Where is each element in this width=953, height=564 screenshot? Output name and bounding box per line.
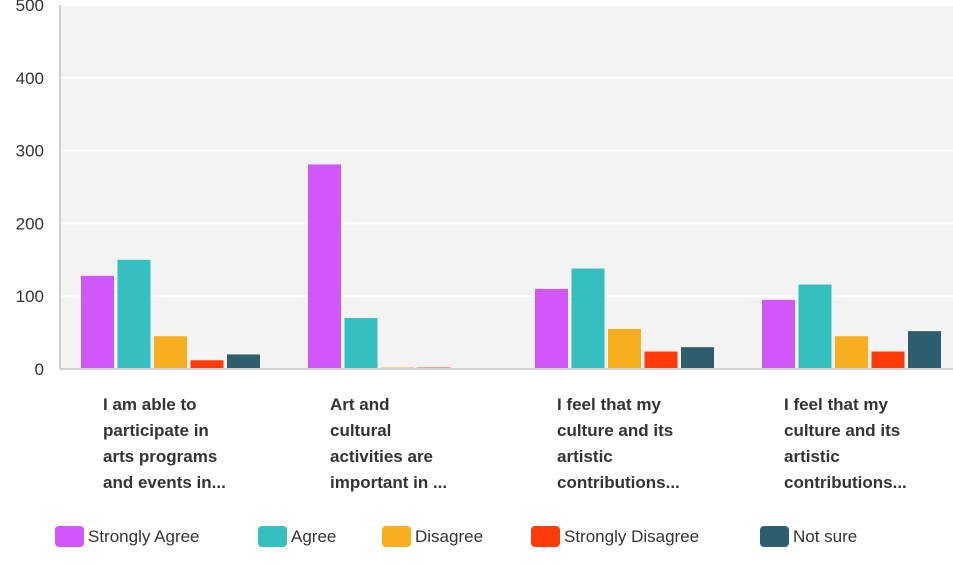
category-label-3: I feel that my culture and its artistic con… [557,395,680,492]
x-axis-categories: I am able to participate in arts programs a… [103,395,907,492]
y-tick-label: 300 [16,142,44,161]
legend-swatch [258,526,287,547]
bar-disagree-1 [154,336,187,369]
legend-label: Not sure [793,526,858,546]
bar-strongly-agree-1 [81,275,114,369]
y-tick-label: 500 [16,0,44,15]
category-label-2: Art and cultural activities are important i… [330,395,447,492]
bar-strongly-disagree-3 [644,351,678,369]
bar-agree-3 [571,268,605,369]
legend-item-not-sure: Not sure [760,526,857,547]
y-tick-label: 0 [35,360,44,379]
y-tick-label: 100 [16,287,44,306]
bar-strongly-disagree-1 [190,360,224,369]
bar-strongly-disagree-4 [871,351,905,369]
legend-label: Strongly Disagree [564,526,700,546]
legend-item-strongly-agree: Strongly Agree [55,526,200,547]
y-axis-ticks: 0 100 200 300 400 500 [16,0,44,379]
legend-label: Agree [291,526,337,546]
bar-agree-2 [344,318,378,369]
legend-swatch [531,526,560,547]
legend-item-agree: Agree [258,526,336,547]
bar-not-sure-1 [227,354,260,369]
bar-disagree-4 [835,336,868,369]
legend-swatch [55,526,84,547]
bar-agree-4 [798,284,832,369]
category-label-4: I feel that my culture and its artistic con… [784,395,907,492]
bars [81,164,941,369]
legend-item-disagree: Disagree [382,526,483,547]
bar-not-sure-4 [908,331,941,369]
legend-item-strongly-disagree: Strongly Disagree [531,526,699,547]
y-tick-label: 200 [16,214,44,233]
bar-disagree-3 [608,328,641,369]
legend-label: Strongly Agree [88,526,200,546]
bar-not-sure-3 [681,347,714,369]
legend-label: Disagree [415,526,484,546]
bar-strongly-agree-4 [762,299,795,369]
category-label-1: I am able to participate in arts programs a… [103,395,226,492]
bar-strongly-agree-2 [308,164,341,369]
bar-agree-1 [117,259,151,369]
legend-swatch [382,526,411,547]
legend-swatch [760,526,789,547]
y-tick-label: 400 [16,69,44,88]
bar-strongly-agree-3 [535,288,568,369]
